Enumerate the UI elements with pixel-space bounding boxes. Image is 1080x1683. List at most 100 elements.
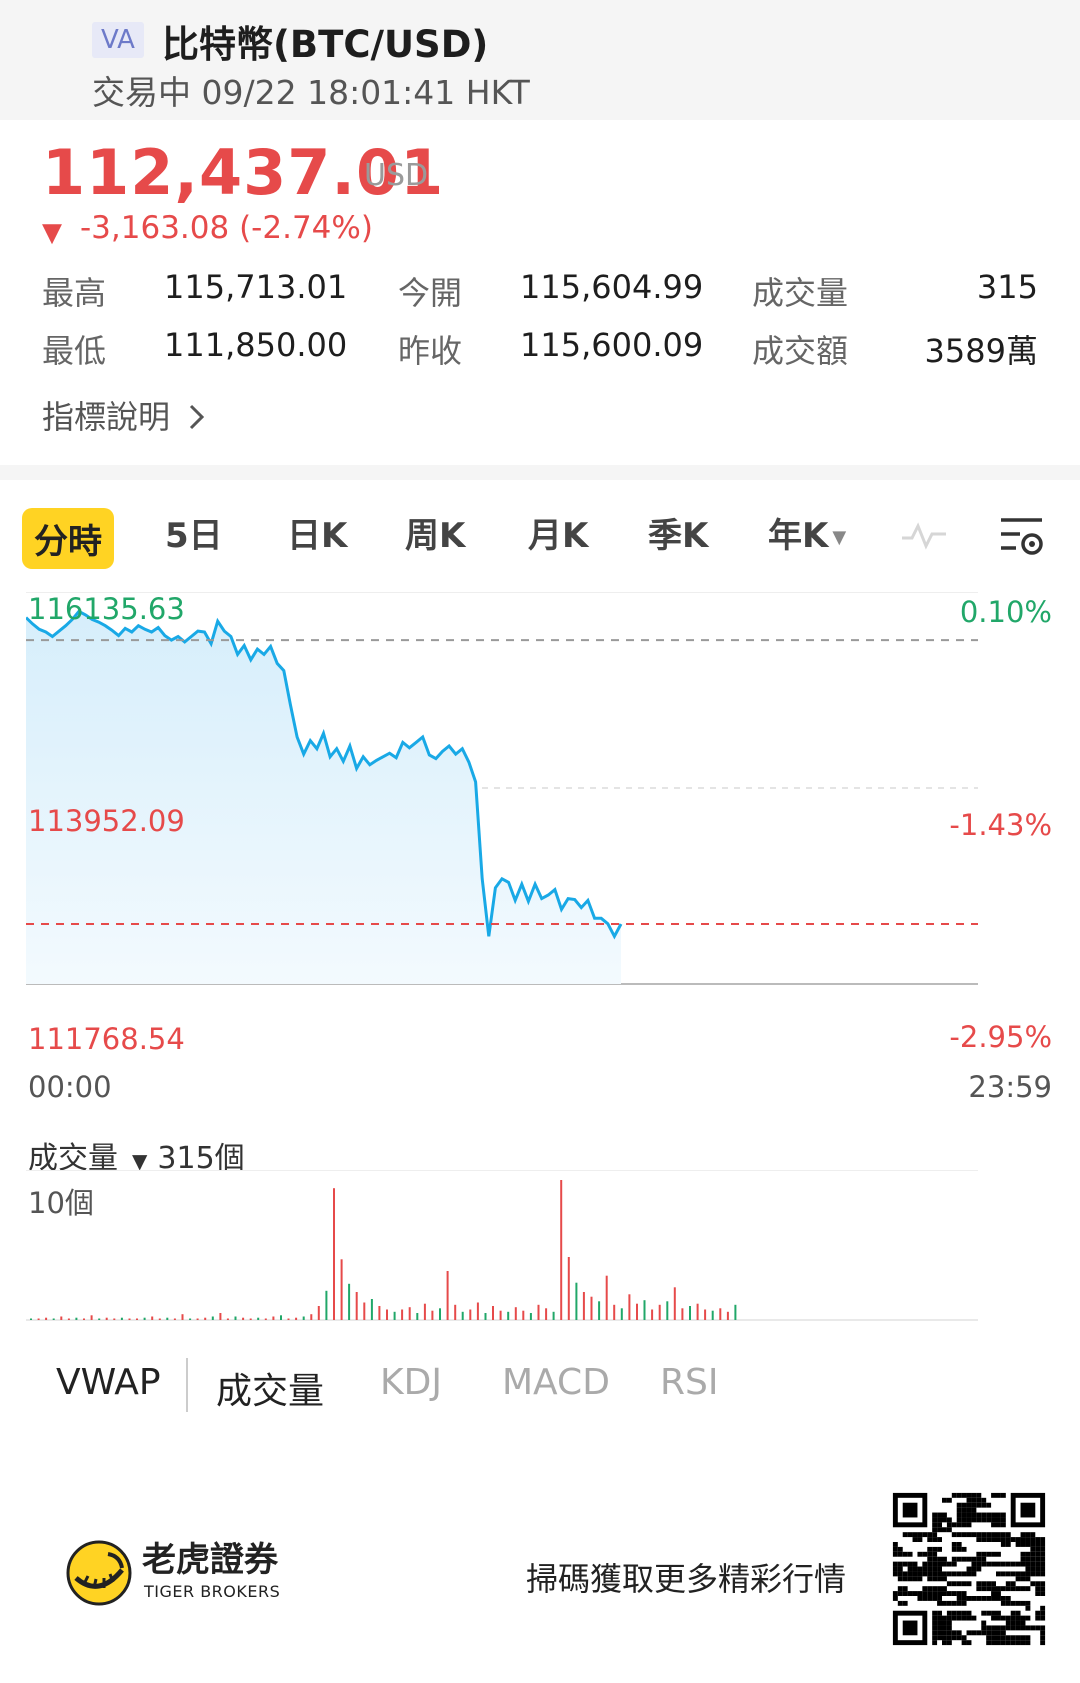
line-style-icon[interactable] [900, 518, 948, 556]
qr-code-icon[interactable] [888, 1488, 1050, 1650]
tab-vwap[interactable]: VWAP [56, 1362, 161, 1403]
volume-bar [181, 1314, 184, 1320]
intraday-price-chart[interactable] [26, 592, 1052, 1068]
volume-bar [620, 1308, 623, 1320]
y-axis-min-pct: -2.95% [949, 1020, 1052, 1054]
volume-bar [704, 1309, 707, 1320]
volume-bar [666, 1301, 669, 1320]
chart-settings-icon[interactable] [998, 514, 1046, 564]
volume-bar [507, 1311, 510, 1320]
scan-slogan: 掃碼獲取更多精彩行情 [526, 1560, 847, 1598]
asset-type-badge: VA [92, 22, 144, 58]
volume-bar [45, 1317, 48, 1320]
volume-bar [280, 1315, 282, 1320]
volume-bar [37, 1318, 40, 1320]
indicator-divider [186, 1358, 188, 1412]
volume-bar [90, 1315, 93, 1320]
tab-5-day[interactable]: 5日 [165, 516, 223, 556]
volume-bar [439, 1308, 441, 1320]
volume-bar [401, 1309, 404, 1320]
tab-rsi[interactable]: RSI [660, 1362, 719, 1403]
y-axis-max-pct: 0.10% [959, 595, 1052, 629]
volume-bar [393, 1311, 396, 1320]
price-line [26, 609, 623, 940]
volume-bar [75, 1317, 78, 1320]
indicator-explanation-link[interactable]: 指標說明 [42, 392, 206, 438]
stat-value-low: 111,850.00 [164, 326, 348, 364]
volume-bar [492, 1306, 494, 1320]
volume-bar [689, 1306, 691, 1320]
volume-bar [173, 1318, 176, 1320]
brand-name-cn: 老虎證券 [142, 1540, 278, 1580]
tab-monthly-k[interactable]: 月K [528, 516, 589, 556]
volume-bar [120, 1317, 123, 1320]
volume-bar [295, 1317, 298, 1320]
tab-yearly-k[interactable]: 年K ▼ [768, 508, 846, 557]
stat-label-low: 最低 [42, 332, 107, 370]
volume-bar [514, 1307, 517, 1320]
volume-bar [98, 1318, 101, 1320]
tab-daily-k[interactable]: 日K [287, 516, 348, 556]
page-title: 比特幣(BTC/USD) [162, 23, 489, 66]
volume-bar [151, 1316, 154, 1320]
stat-label-prev-close: 昨收 [398, 332, 463, 370]
tab-quarterly-k[interactable]: 季K [648, 516, 709, 556]
volume-bar [204, 1317, 207, 1320]
volume-bar [560, 1180, 563, 1320]
volume-bar [52, 1318, 55, 1320]
volume-bar [348, 1283, 351, 1320]
quote-panel: 112,437.01 USD ▼ -3,163.08 (-2.74%) 最高 1… [0, 120, 1080, 465]
tab-intraday[interactable]: 分時 [22, 508, 114, 569]
volume-bar [529, 1313, 532, 1320]
volume-bar [484, 1313, 487, 1320]
indicator-link-label: 指標說明 [42, 398, 171, 436]
stat-label-volume: 成交量 [752, 274, 849, 312]
volume-bar [257, 1317, 260, 1320]
tab-macd[interactable]: MACD [502, 1362, 610, 1403]
volume-bar [196, 1318, 199, 1320]
stat-value-volume: 315 [976, 268, 1038, 306]
volume-bar [469, 1309, 472, 1320]
tab-volume[interactable]: 成交量 [216, 1371, 325, 1412]
y-axis-mid-pct: -1.43% [949, 808, 1052, 842]
caret-down-icon: ▼ [132, 1149, 148, 1173]
y-axis-mid-label: 113952.09 [28, 804, 185, 838]
volume-scale-label: 10個 [28, 1186, 94, 1220]
y-axis-max-label: 116135.63 [28, 592, 185, 626]
volume-bar [734, 1304, 737, 1320]
volume-bar [249, 1318, 252, 1320]
stat-label-high: 最高 [42, 274, 107, 312]
volume-bar [636, 1303, 638, 1320]
volume-bar [83, 1318, 85, 1320]
tab-weekly-k[interactable]: 周K [405, 516, 466, 556]
footer-banner: 老虎證券 TIGER BROKERS 掃碼獲取更多精彩行情 [0, 1460, 1080, 1683]
volume-bar [317, 1306, 320, 1320]
volume-bar [643, 1300, 646, 1320]
volume-bar [287, 1318, 290, 1320]
volume-bar [423, 1303, 426, 1320]
y-axis-min-label: 111768.54 [28, 1022, 185, 1056]
volume-bar [67, 1318, 70, 1320]
top-header: VA 比特幣(BTC/USD) 交易中 09/22 18:01:41 HKT [0, 0, 1080, 120]
stat-value-prev-close: 115,600.09 [520, 326, 704, 364]
last-price: 112,437.01 [42, 136, 445, 209]
volume-bar [461, 1311, 464, 1320]
volume-bar [522, 1310, 525, 1320]
volume-bar [726, 1311, 729, 1320]
x-axis-start-label: 00:00 [28, 1070, 112, 1104]
tiger-logo-icon [66, 1540, 132, 1610]
volume-bar [552, 1311, 555, 1320]
volume-bar [264, 1318, 267, 1320]
volume-bar [340, 1259, 343, 1320]
volume-bar [30, 1318, 32, 1320]
chevron-right-icon [180, 398, 206, 436]
tab-kdj[interactable]: KDJ [380, 1362, 442, 1403]
volume-bar [719, 1308, 722, 1320]
volume-bar [272, 1316, 275, 1320]
volume-bar [325, 1290, 328, 1320]
volume-bar [302, 1316, 305, 1320]
volume-bar [219, 1313, 222, 1320]
volume-bar [166, 1317, 169, 1320]
volume-bar [605, 1275, 608, 1320]
volume-bar [499, 1310, 502, 1320]
